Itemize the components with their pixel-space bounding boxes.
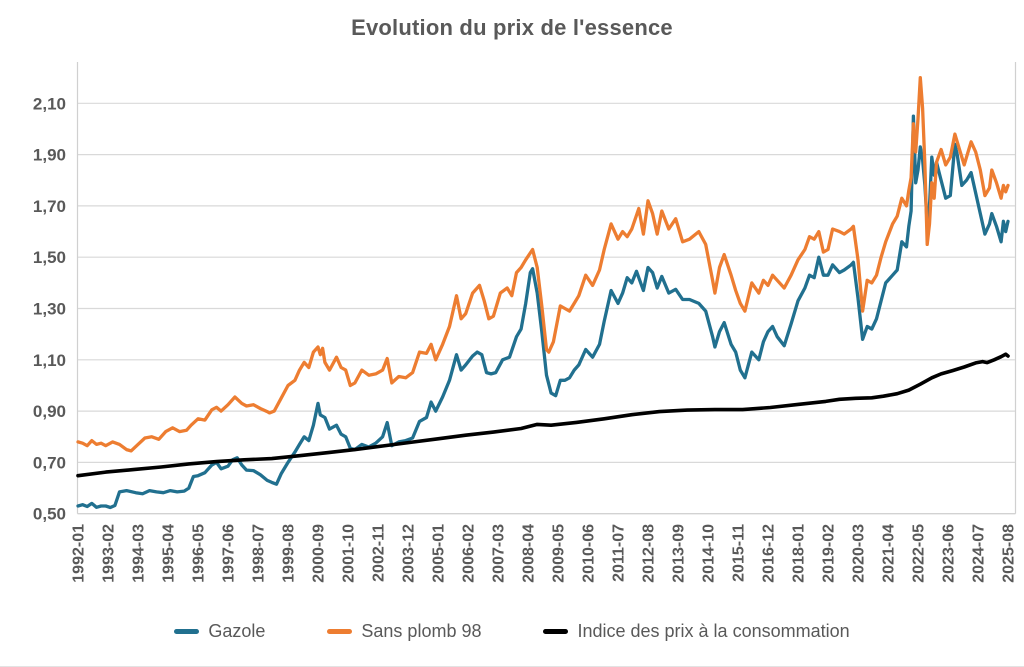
- x-axis-label: 2010-06: [581, 524, 598, 583]
- series-line-indice-des-prix-la-consommation: [76, 352, 1010, 478]
- x-axis-label: 2025-08: [1001, 524, 1018, 583]
- x-axis-label: 2021-04: [881, 524, 898, 583]
- x-axis-label: 2013-09: [671, 524, 688, 583]
- x-axis-label: 2001-10: [341, 524, 358, 583]
- chart-legend: Gazole Sans plomb 98 Indice des prix à la …: [0, 621, 1024, 642]
- x-axis-label: 2000-09: [311, 524, 328, 583]
- legend-swatch-indice-des-prix-la-consommation: [543, 629, 569, 634]
- x-axis-label: 1993-02: [101, 524, 118, 583]
- legend-swatch-gazole: [174, 629, 200, 634]
- legend-item-gazole[interactable]: Gazole: [174, 621, 265, 642]
- x-axis-label: 1999-08: [281, 524, 298, 583]
- legend-item-indice-des-prix-la-consommation[interactable]: Indice des prix à la consommation: [543, 621, 850, 642]
- x-axis-label: 2011-07: [611, 524, 628, 582]
- x-axis-label: 2009-05: [551, 524, 568, 583]
- legend-label: Indice des prix à la consommation: [577, 621, 850, 641]
- y-axis-label: 0,70: [33, 453, 66, 472]
- x-axis-label: 2019-02: [821, 524, 838, 583]
- x-axis-label: 2008-04: [521, 524, 538, 583]
- x-axis-label: 2020-03: [851, 524, 868, 583]
- x-axis-label: 2022-05: [911, 524, 928, 583]
- x-axis-label: 2023-06: [941, 524, 958, 583]
- x-axis-label: 2014-10: [701, 524, 718, 583]
- y-axis-label: 1,70: [33, 197, 66, 216]
- x-axis-label: 1995-04: [161, 524, 178, 583]
- x-axis-label: 1996-05: [191, 524, 208, 583]
- y-axis-label: 2,10: [33, 94, 66, 113]
- x-axis-label: 2003-12: [401, 524, 418, 583]
- x-axis-label: 2006-02: [461, 524, 478, 583]
- x-axis-label: 1998-07: [251, 524, 268, 583]
- x-axis-label: 2012-08: [641, 524, 658, 583]
- y-axis-label: 0,50: [33, 505, 66, 524]
- x-axis-label: 2018-01: [791, 524, 808, 583]
- legend-swatch-sans-plomb-98: [327, 629, 353, 634]
- x-axis-label: 2016-12: [761, 524, 778, 583]
- series-line-sans-plomb-98: [76, 75, 1010, 453]
- legend-label: Gazole: [208, 621, 266, 641]
- x-axis-label: 2002-11: [371, 524, 388, 582]
- x-axis-label: 2024-07: [971, 524, 988, 583]
- legend-label: Sans plomb 98: [361, 621, 482, 641]
- x-axis-label: 2007-03: [491, 524, 508, 583]
- legend-item-sans-plomb-98[interactable]: Sans plomb 98: [327, 621, 481, 642]
- y-axis-label: 1,90: [33, 146, 66, 165]
- plot-area: 0,50 0,70 0,90 1,10 1,30 1,50 1,70 1,90 2,10 1992…: [33, 62, 1018, 583]
- series-line-gazole: [76, 114, 1010, 510]
- x-axis-label: 1994-03: [131, 524, 148, 583]
- y-axis-label: 1,30: [33, 300, 66, 319]
- x-axis-label: 1992-01: [71, 524, 88, 583]
- y-axis-label: 1,10: [33, 351, 66, 370]
- x-axis-label: 2015-11: [731, 524, 748, 582]
- y-axis-label: 0,90: [33, 402, 66, 421]
- y-axis-label: 1,50: [33, 248, 66, 267]
- x-axis-label: 1997-06: [221, 524, 238, 583]
- x-axis-label: 2005-01: [431, 524, 448, 583]
- chart-title: Evolution du prix de l'essence: [351, 15, 673, 40]
